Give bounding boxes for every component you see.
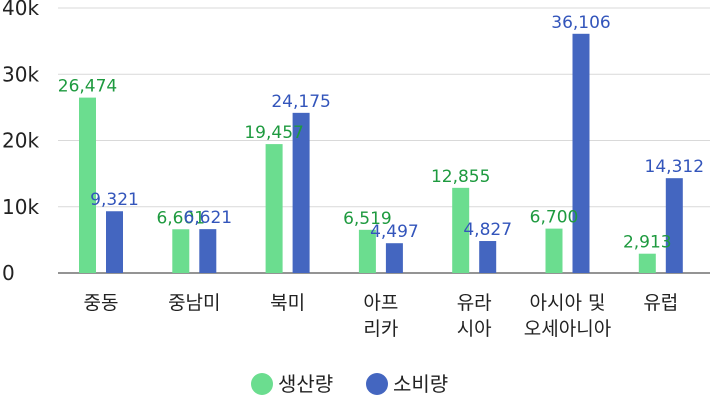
data-label: 6,519 <box>343 209 392 229</box>
legend-swatch <box>366 373 388 395</box>
data-labels: 26,4749,3216,6016,62119,45724,1756,5194,… <box>58 13 704 253</box>
data-label: 6,621 <box>183 208 232 228</box>
bar-consumption <box>572 33 590 274</box>
x-tick-label: 아시아 및 <box>530 292 606 314</box>
bar-consumption <box>292 112 310 273</box>
y-tick-label: 20k <box>2 129 39 153</box>
legend: 생산량 소비량 <box>251 372 448 396</box>
bar-consumption <box>385 243 403 273</box>
legend-label: 생산량 <box>278 372 333 396</box>
legend-swatch <box>251 373 273 395</box>
x-tick-label: 북미 <box>270 292 305 314</box>
bar-consumption <box>479 241 497 273</box>
x-tick-label: 유라 <box>457 292 492 314</box>
x-tick-label: 리카 <box>363 318 398 340</box>
data-label: 6,601 <box>156 208 205 228</box>
bar-production <box>452 187 470 273</box>
bar-production <box>545 228 563 273</box>
bar-production <box>638 253 656 273</box>
y-axis-ticks: 0 10k 20k 30k 40k <box>2 0 39 285</box>
x-tick-label: 시아 <box>457 318 492 340</box>
bars <box>79 33 683 274</box>
x-tick-label: 유럽 <box>643 292 678 314</box>
x-tick-label: 아프 <box>363 292 398 314</box>
data-label: 12,855 <box>431 167 490 187</box>
bar-consumption <box>665 178 683 273</box>
x-tick-label: 중동 <box>84 292 119 314</box>
x-tick-label: 중남미 <box>168 292 220 314</box>
grid-lines <box>58 7 710 274</box>
data-label: 24,175 <box>271 92 330 112</box>
bar-production <box>79 97 96 274</box>
bar-consumption <box>199 229 217 273</box>
y-tick-label: 0 <box>2 261 15 285</box>
y-tick-label: 10k <box>2 195 39 219</box>
data-label: 14,312 <box>645 157 704 177</box>
bar-production <box>172 229 190 273</box>
x-tick-label: 오세아니아 <box>524 318 611 340</box>
legend-label: 소비량 <box>393 372 448 396</box>
data-label: 4,497 <box>370 222 419 242</box>
y-tick-label: 30k <box>2 62 39 86</box>
bar-production <box>265 144 283 273</box>
bar-consumption <box>106 211 123 273</box>
data-label: 2,913 <box>623 233 672 253</box>
data-label: 6,700 <box>530 208 579 228</box>
data-label: 4,827 <box>463 220 512 240</box>
data-label: 9,321 <box>90 190 139 210</box>
data-label: 26,474 <box>58 77 117 97</box>
data-label: 19,457 <box>244 123 303 143</box>
y-tick-label: 40k <box>2 0 39 20</box>
data-label: 36,106 <box>551 13 610 33</box>
bar-production <box>358 229 376 273</box>
